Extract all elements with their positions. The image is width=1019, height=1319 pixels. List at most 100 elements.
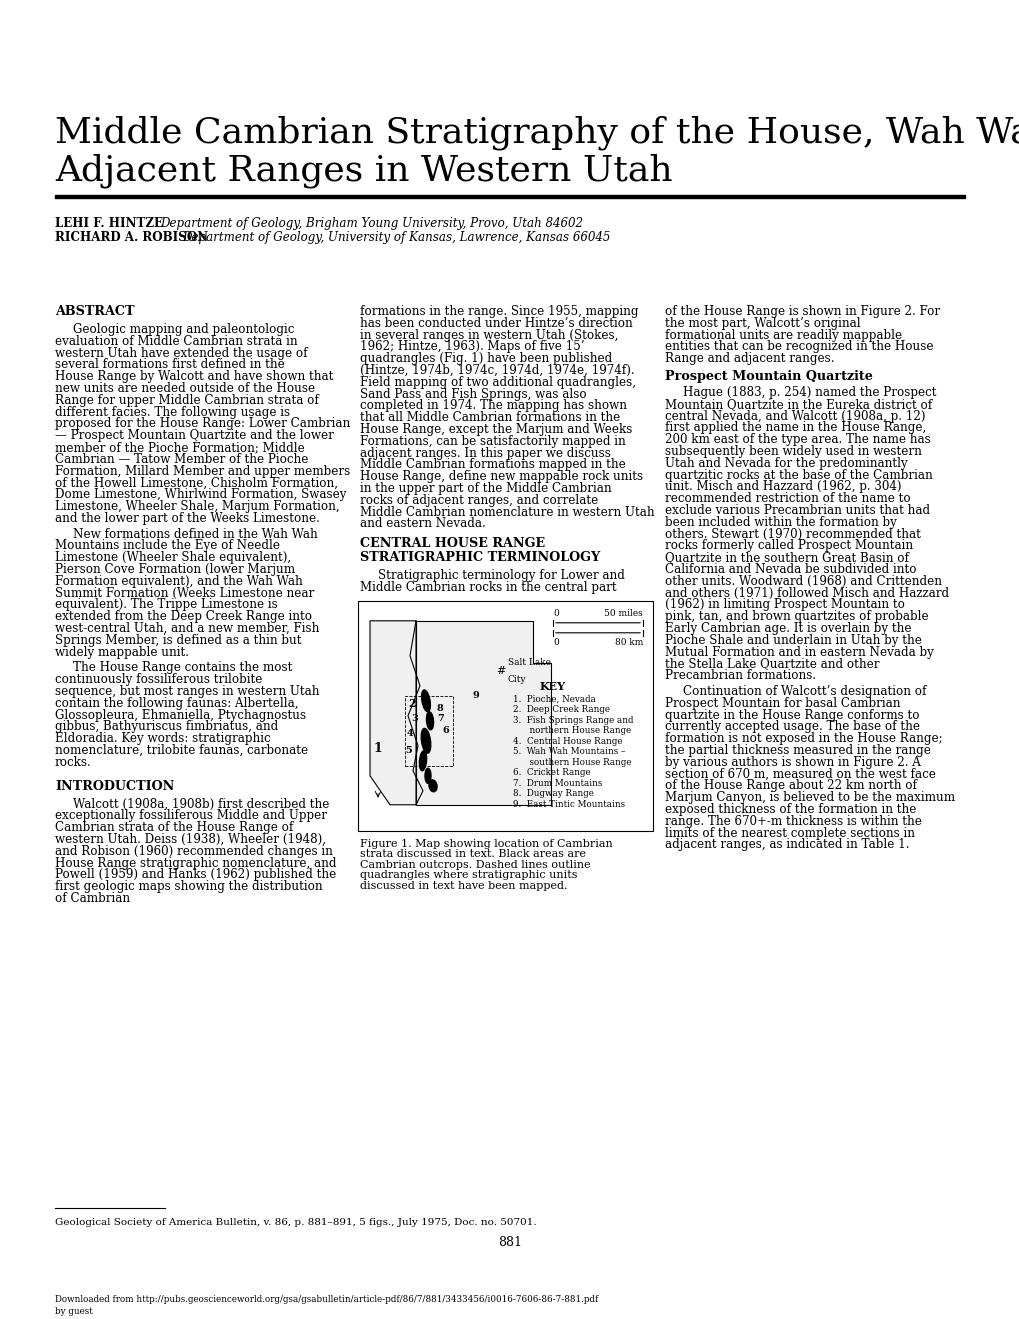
Text: ABSTRACT: ABSTRACT (55, 305, 135, 318)
Text: Geologic mapping and paleontologic: Geologic mapping and paleontologic (73, 323, 294, 336)
Text: equivalent). The Trippe Limestone is: equivalent). The Trippe Limestone is (55, 599, 277, 612)
Text: 6.  Cricket Range: 6. Cricket Range (513, 768, 590, 777)
Text: quadrangles (Fig. 1) have been published: quadrangles (Fig. 1) have been published (360, 352, 611, 365)
Text: Middle Cambrian nomenclature in western Utah: Middle Cambrian nomenclature in western … (360, 505, 654, 518)
Text: 3: 3 (412, 715, 418, 723)
Text: Precambrian formations.: Precambrian formations. (664, 669, 815, 682)
Text: City: City (507, 675, 526, 683)
Text: has been conducted under Hintze’s direction: has been conducted under Hintze’s direct… (360, 317, 632, 330)
Text: Department of Geology, University of Kansas, Lawrence, Kansas 66045: Department of Geology, University of Kan… (181, 231, 609, 244)
Text: Mutual Formation and in eastern Nevada by: Mutual Formation and in eastern Nevada b… (664, 645, 933, 658)
Text: Cambrian outcrops. Dashed lines outline: Cambrian outcrops. Dashed lines outline (360, 860, 590, 869)
Text: 0: 0 (552, 638, 558, 646)
Text: House Range stratigraphic nomenclature, and: House Range stratigraphic nomenclature, … (55, 856, 336, 869)
Text: rocks.: rocks. (55, 756, 92, 769)
Text: adjacent ranges. In this paper we discuss: adjacent ranges. In this paper we discus… (360, 447, 610, 459)
Text: 8: 8 (436, 704, 443, 714)
Text: New formations defined in the Wah Wah: New formations defined in the Wah Wah (73, 528, 318, 541)
Text: Early Cambrian age. It is overlain by the: Early Cambrian age. It is overlain by th… (664, 623, 911, 634)
Text: pink, tan, and brown quartzites of probable: pink, tan, and brown quartzites of proba… (664, 611, 927, 623)
Text: RICHARD A. ROBISON: RICHARD A. ROBISON (55, 231, 208, 244)
Text: widely mappable unit.: widely mappable unit. (55, 645, 189, 658)
Text: first applied the name in the House Range,: first applied the name in the House Rang… (664, 421, 925, 434)
Text: different facies. The following usage is: different facies. The following usage is (55, 406, 289, 418)
Text: entities that can be recognized in the House: entities that can be recognized in the H… (664, 340, 932, 353)
Text: 4.  Central House Range: 4. Central House Range (513, 737, 622, 745)
Ellipse shape (419, 751, 426, 770)
Text: Sand Pass and Fish Springs, was also: Sand Pass and Fish Springs, was also (360, 388, 586, 401)
Text: 50 miles: 50 miles (603, 609, 642, 617)
Text: — Prospect Mountain Quartzite and the lower: — Prospect Mountain Quartzite and the lo… (55, 429, 333, 442)
Text: 4: 4 (407, 729, 413, 739)
Text: and eastern Nevada.: and eastern Nevada. (360, 517, 485, 530)
Text: Formations, can be satisfactorily mapped in: Formations, can be satisfactorily mapped… (360, 435, 625, 447)
Text: Prospect Mountain Quartzite: Prospect Mountain Quartzite (664, 371, 872, 383)
Text: contain the following faunas: Albertella,: contain the following faunas: Albertella… (55, 696, 299, 710)
Text: 0: 0 (552, 609, 558, 617)
Text: 1962; Hintze, 1963). Maps of five 15’: 1962; Hintze, 1963). Maps of five 15’ (360, 340, 584, 353)
Text: completed in 1974. The mapping has shown: completed in 1974. The mapping has shown (360, 400, 627, 413)
Bar (55, 194, 964, 198)
Text: Pierson Cove Formation (lower Marjum: Pierson Cove Formation (lower Marjum (55, 563, 294, 576)
Text: of Cambrian: of Cambrian (55, 892, 130, 905)
Text: Mountain Quartzite in the Eureka district of: Mountain Quartzite in the Eureka distric… (664, 398, 931, 410)
Text: been included within the formation by: been included within the formation by (664, 516, 896, 529)
Text: Hague (1883, p. 254) named the Prospect: Hague (1883, p. 254) named the Prospect (683, 386, 935, 400)
Text: strata discussed in text. Black areas are: strata discussed in text. Black areas ar… (360, 849, 586, 859)
Text: Mountains include the Eye of Needle: Mountains include the Eye of Needle (55, 539, 280, 553)
Text: CENTRAL HOUSE RANGE: CENTRAL HOUSE RANGE (360, 537, 544, 550)
Text: the Stella Lake Quartzite and other: the Stella Lake Quartzite and other (664, 657, 878, 670)
Text: Glossopleura, Ehmaniella, Ptychagnostus: Glossopleura, Ehmaniella, Ptychagnostus (55, 708, 306, 721)
Text: new units are needed outside of the House: new units are needed outside of the Hous… (55, 383, 315, 394)
Text: the most part, Walcott’s original: the most part, Walcott’s original (664, 317, 860, 330)
Text: 80 km: 80 km (614, 638, 642, 646)
Ellipse shape (421, 728, 430, 753)
Text: KEY: KEY (539, 681, 566, 691)
Ellipse shape (425, 768, 431, 783)
Text: formation is not exposed in the House Range;: formation is not exposed in the House Ra… (664, 732, 942, 745)
Text: 6: 6 (442, 727, 449, 735)
Text: by various authors is shown in Figure 2. A: by various authors is shown in Figure 2.… (664, 756, 920, 769)
Text: 7: 7 (437, 715, 444, 723)
Text: adjacent ranges, as indicated in Table 1.: adjacent ranges, as indicated in Table 1… (664, 839, 909, 851)
Text: quadrangles where stratigraphic units: quadrangles where stratigraphic units (360, 871, 577, 880)
Text: 1.  Pioche, Nevada: 1. Pioche, Nevada (513, 695, 595, 704)
Text: Department of Geology, Brigham Young University, Provo, Utah 84602: Department of Geology, Brigham Young Uni… (160, 218, 583, 230)
Text: subsequently been widely used in western: subsequently been widely used in western (664, 445, 921, 458)
Text: Dome Limestone, Whirlwind Formation, Swasey: Dome Limestone, Whirlwind Formation, Swa… (55, 488, 346, 501)
Text: that all Middle Cambrian formations in the: that all Middle Cambrian formations in t… (360, 412, 620, 425)
Ellipse shape (421, 690, 430, 712)
Text: House Range, except the Marjum and Weeks: House Range, except the Marjum and Weeks (360, 423, 632, 437)
Text: exposed thickness of the formation in the: exposed thickness of the formation in th… (664, 803, 915, 816)
Text: 7.  Drum Mountains: 7. Drum Mountains (513, 778, 602, 787)
Text: INTRODUCTION: INTRODUCTION (55, 780, 174, 793)
Text: of the House Range about 22 km north of: of the House Range about 22 km north of (664, 780, 916, 793)
Text: recommended restriction of the name to: recommended restriction of the name to (664, 492, 910, 505)
Text: by guest: by guest (55, 1307, 93, 1316)
Text: 2: 2 (408, 698, 416, 710)
Text: 3.  Fish Springs Range and: 3. Fish Springs Range and (513, 716, 633, 725)
Bar (405, 696, 452, 766)
Text: 881: 881 (497, 1236, 522, 1249)
Text: 1: 1 (373, 743, 382, 756)
Polygon shape (416, 621, 550, 805)
Text: the partial thickness measured in the range: the partial thickness measured in the ra… (664, 744, 930, 757)
Text: west-central Utah, and a new member, Fish: west-central Utah, and a new member, Fis… (55, 623, 319, 634)
Text: Downloaded from http://pubs.geoscienceworld.org/gsa/gsabulletin/article-pdf/86/7: Downloaded from http://pubs.geosciencewo… (55, 1295, 598, 1304)
Text: Quartzite in the southern Great Basin of: Quartzite in the southern Great Basin of (664, 551, 908, 565)
Text: 200 km east of the type area. The name has: 200 km east of the type area. The name h… (664, 433, 930, 446)
Text: Range and adjacent ranges.: Range and adjacent ranges. (664, 352, 834, 365)
Text: exclude various Precambrian units that had: exclude various Precambrian units that h… (664, 504, 929, 517)
Text: Adjacent Ranges in Western Utah: Adjacent Ranges in Western Utah (55, 153, 672, 187)
Text: Formation equivalent), and the Wah Wah: Formation equivalent), and the Wah Wah (55, 575, 303, 588)
Bar (358, 600, 652, 831)
Text: Cambrian — Tatow Member of the Pioche: Cambrian — Tatow Member of the Pioche (55, 452, 308, 466)
Text: Continuation of Walcott’s designation of: Continuation of Walcott’s designation of (683, 685, 925, 698)
Text: (1962) in limiting Prospect Mountain to: (1962) in limiting Prospect Mountain to (664, 599, 904, 612)
Text: northern House Range: northern House Range (513, 727, 631, 735)
Text: Limestone, Wheeler Shale, Marjum Formation,: Limestone, Wheeler Shale, Marjum Formati… (55, 500, 339, 513)
Text: nomenclature, trilobite faunas, carbonate: nomenclature, trilobite faunas, carbonat… (55, 744, 308, 757)
Text: Stratigraphic terminology for Lower and: Stratigraphic terminology for Lower and (378, 570, 625, 582)
Text: western Utah have extended the usage of: western Utah have extended the usage of (55, 347, 308, 360)
Text: and the lower part of the Weeks Limestone.: and the lower part of the Weeks Limeston… (55, 512, 320, 525)
